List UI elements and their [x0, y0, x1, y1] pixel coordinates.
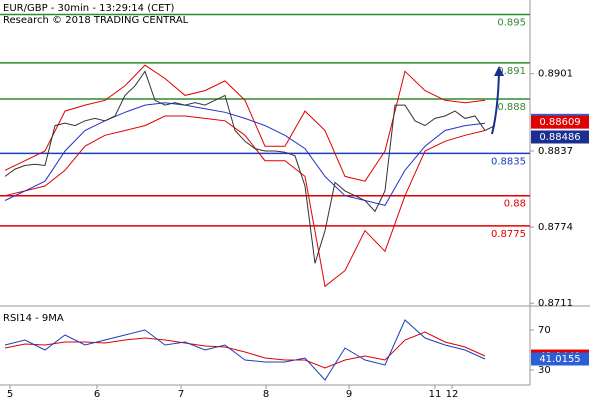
series-line — [4, 70, 496, 264]
price-tag — [531, 130, 589, 144]
series-line — [4, 64, 486, 182]
y-tick-label: 0.8837 — [538, 146, 573, 157]
level-label: 0.88 — [504, 199, 526, 210]
y-tick-label: 70 — [538, 325, 551, 336]
series-line — [4, 319, 486, 381]
price-tag-label: 0.88609 — [539, 117, 580, 128]
level-label: 0.891 — [497, 66, 526, 77]
chart-subtitle: Research © 2018 TRADING CENTRAL — [3, 15, 189, 26]
x-tick-label: 9 — [346, 389, 352, 400]
level-label: 0.8775 — [491, 229, 526, 240]
level-label: 0.888 — [497, 102, 526, 113]
price-tag-label: 0.88486 — [539, 132, 580, 143]
level-label: 0.8835 — [491, 156, 526, 167]
x-tick-label: 8 — [263, 389, 269, 400]
y-tick-label: 0.8711 — [538, 298, 573, 309]
x-tick-label: 11 — [429, 389, 442, 400]
x-tick-label: 12 — [446, 389, 459, 400]
x-tick-label: 5 — [7, 389, 13, 400]
chart-title: EUR/GBP - 30min - 13:29:14 (CET) — [3, 3, 175, 14]
series-line — [4, 331, 486, 369]
series-line — [4, 115, 486, 288]
price-tag-label: 41.0155 — [539, 354, 580, 365]
y-tick-label: 0.8901 — [538, 69, 573, 80]
y-tick-label: 0.8774 — [538, 222, 573, 233]
x-tick-label: 7 — [178, 389, 184, 400]
price-tag — [531, 115, 589, 129]
level-label: 0.895 — [497, 17, 526, 28]
price-tag — [531, 352, 589, 366]
forecast-arrowhead — [494, 66, 504, 76]
series-line — [4, 102, 486, 206]
x-tick-label: 6 — [94, 389, 100, 400]
y-tick-label: 30 — [538, 365, 551, 376]
rsi-title: RSI14 - 9MA — [3, 313, 64, 324]
forecast-arrow — [491, 71, 500, 135]
